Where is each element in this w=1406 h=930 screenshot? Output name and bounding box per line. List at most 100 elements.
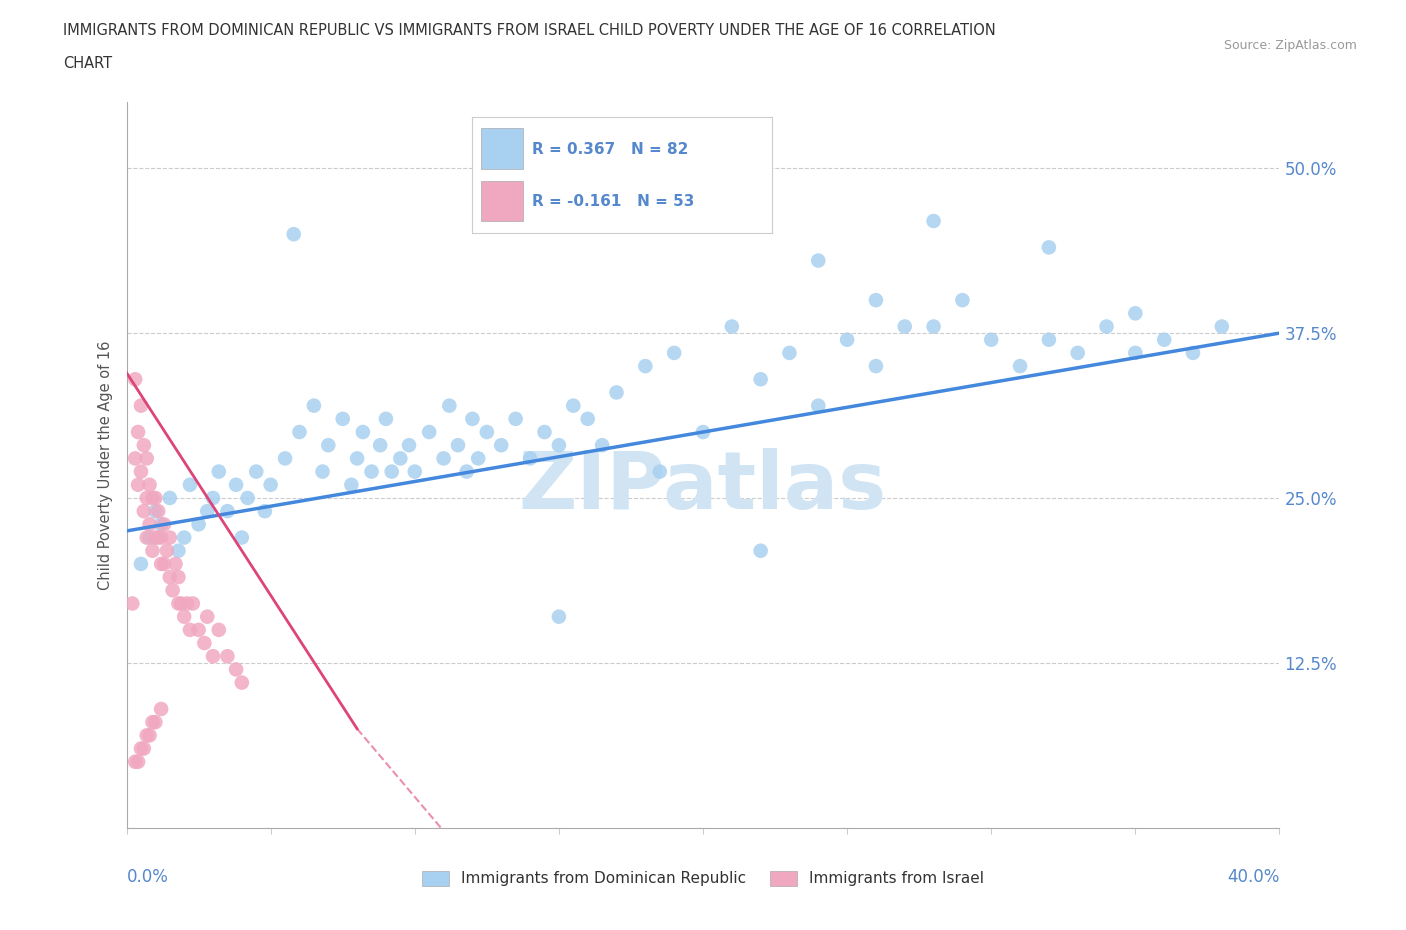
Point bbox=[807, 398, 830, 413]
Point bbox=[145, 715, 166, 730]
Point bbox=[346, 451, 368, 466]
Text: 0.0%: 0.0% bbox=[127, 868, 169, 885]
Text: IMMIGRANTS FROM DOMINICAN REPUBLIC VS IMMIGRANTS FROM ISRAEL CHILD POVERTY UNDER: IMMIGRANTS FROM DOMINICAN REPUBLIC VS IM… bbox=[63, 23, 995, 38]
Y-axis label: Child Poverty Under the Age of 16: Child Poverty Under the Age of 16 bbox=[98, 340, 114, 590]
Point bbox=[132, 438, 155, 453]
Point bbox=[381, 464, 404, 479]
Point bbox=[145, 504, 166, 519]
Point bbox=[153, 556, 176, 571]
Point bbox=[150, 517, 173, 532]
Point bbox=[159, 490, 181, 505]
Point bbox=[1123, 345, 1146, 360]
Point bbox=[475, 425, 498, 440]
Point bbox=[865, 293, 887, 308]
Legend: Immigrants from Dominican Republic, Immigrants from Israel: Immigrants from Dominican Republic, Immi… bbox=[416, 864, 990, 893]
Point bbox=[634, 359, 657, 374]
Point bbox=[148, 504, 170, 519]
Point bbox=[132, 504, 155, 519]
Point bbox=[159, 570, 181, 585]
Point bbox=[274, 451, 297, 466]
Point bbox=[1123, 306, 1146, 321]
Point bbox=[135, 530, 157, 545]
Point bbox=[894, 319, 917, 334]
Point bbox=[461, 411, 484, 426]
Point bbox=[749, 543, 772, 558]
Point bbox=[129, 398, 152, 413]
Point bbox=[124, 451, 146, 466]
Point bbox=[167, 543, 190, 558]
Point bbox=[225, 662, 247, 677]
Point bbox=[340, 477, 363, 492]
Point bbox=[1095, 319, 1118, 334]
Point bbox=[922, 214, 945, 229]
Point bbox=[360, 464, 382, 479]
Point bbox=[779, 345, 801, 360]
Point bbox=[692, 425, 714, 440]
Point bbox=[231, 530, 253, 545]
Point bbox=[548, 609, 571, 624]
Point bbox=[548, 438, 571, 453]
Point bbox=[225, 477, 247, 492]
Point bbox=[1038, 332, 1060, 347]
Point bbox=[245, 464, 267, 479]
Point bbox=[749, 372, 772, 387]
Point bbox=[433, 451, 456, 466]
Point bbox=[208, 464, 231, 479]
Point bbox=[195, 609, 218, 624]
Point bbox=[156, 543, 179, 558]
Point bbox=[170, 596, 193, 611]
Point bbox=[150, 701, 173, 716]
Point bbox=[179, 622, 201, 637]
Point bbox=[193, 635, 215, 650]
Point bbox=[519, 451, 541, 466]
Point bbox=[162, 583, 184, 598]
Point bbox=[179, 477, 201, 492]
Point bbox=[141, 715, 163, 730]
Text: CHART: CHART bbox=[63, 56, 112, 71]
Point bbox=[153, 517, 176, 532]
Point bbox=[1181, 345, 1204, 360]
Point bbox=[922, 319, 945, 334]
Point bbox=[311, 464, 333, 479]
Point bbox=[332, 411, 354, 426]
Point bbox=[562, 398, 585, 413]
Point bbox=[865, 359, 887, 374]
Point bbox=[135, 451, 157, 466]
Point bbox=[187, 622, 209, 637]
Point bbox=[835, 332, 858, 347]
Point bbox=[129, 464, 152, 479]
Point bbox=[129, 741, 152, 756]
Point bbox=[141, 490, 163, 505]
Text: ZIPatlas: ZIPatlas bbox=[519, 447, 887, 525]
Point bbox=[368, 438, 391, 453]
Point bbox=[389, 451, 412, 466]
Point bbox=[202, 490, 225, 505]
Point bbox=[202, 649, 225, 664]
Point bbox=[950, 293, 973, 308]
Point bbox=[127, 425, 149, 440]
Point bbox=[124, 754, 146, 769]
Point bbox=[259, 477, 281, 492]
Text: 40.0%: 40.0% bbox=[1227, 868, 1279, 885]
Point bbox=[187, 517, 209, 532]
Point bbox=[591, 438, 613, 453]
Point bbox=[176, 596, 198, 611]
Point bbox=[374, 411, 398, 426]
Point bbox=[404, 464, 426, 479]
Point bbox=[1211, 319, 1233, 334]
Point bbox=[648, 464, 671, 479]
Point bbox=[135, 728, 157, 743]
Point bbox=[138, 517, 160, 532]
Point bbox=[129, 556, 152, 571]
Point bbox=[121, 596, 143, 611]
Point bbox=[173, 609, 195, 624]
Point bbox=[447, 438, 470, 453]
Point bbox=[217, 504, 239, 519]
Point bbox=[1153, 332, 1175, 347]
Point bbox=[148, 530, 170, 545]
Text: Source: ZipAtlas.com: Source: ZipAtlas.com bbox=[1223, 39, 1357, 52]
Point bbox=[127, 477, 149, 492]
Point bbox=[236, 490, 259, 505]
Point bbox=[208, 622, 231, 637]
Point bbox=[302, 398, 325, 413]
